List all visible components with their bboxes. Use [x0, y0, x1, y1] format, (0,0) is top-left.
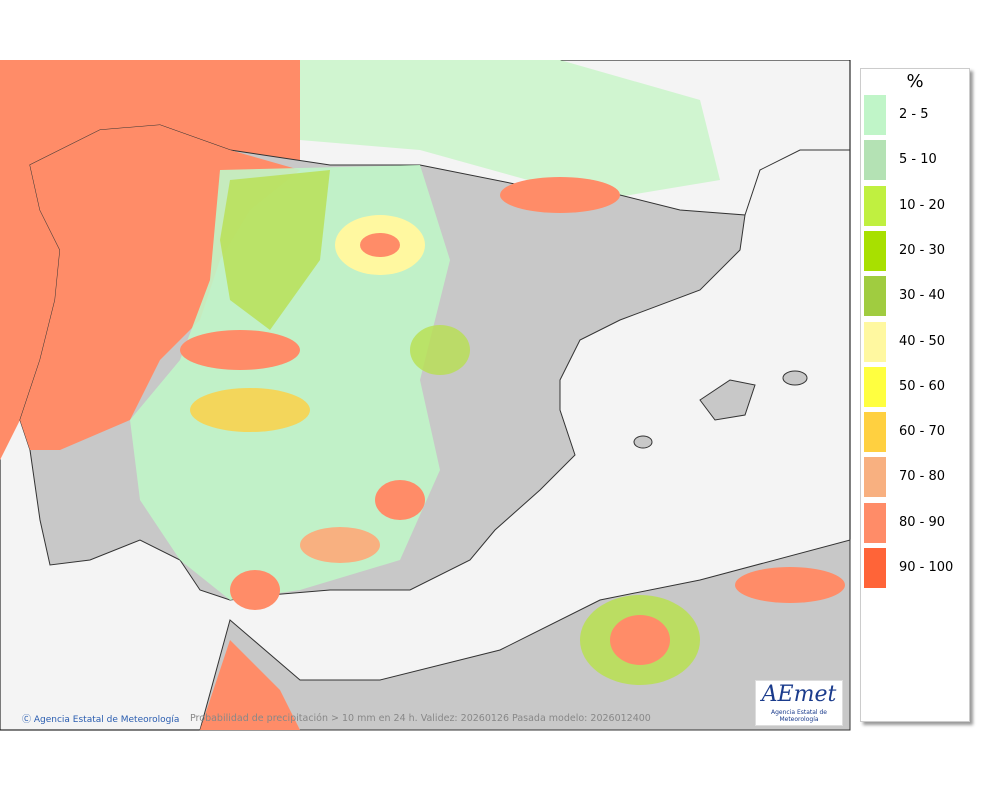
coastline — [744, 149, 850, 216]
precip-area — [410, 325, 470, 375]
precip-area — [360, 233, 400, 257]
logo-subtitle: Agencia Estatal de Meteorología — [770, 709, 827, 723]
map — [0, 60, 851, 731]
legend-swatch — [864, 95, 886, 135]
legend-label: 70 - 80 — [899, 469, 946, 485]
precip-area — [200, 640, 300, 730]
precip-area — [500, 177, 620, 213]
legend-item: 10 - 20 — [864, 185, 968, 226]
precip-area — [300, 527, 380, 563]
legend-item: 90 - 100 — [864, 548, 968, 588]
precip-area — [230, 570, 280, 610]
legend-label: 10 - 20 — [899, 197, 946, 213]
legend-swatch — [864, 140, 886, 181]
legend-item: 20 - 30 — [864, 230, 968, 271]
legend-swatch — [864, 366, 886, 407]
legend-item: 40 - 50 — [864, 321, 968, 362]
island — [699, 379, 756, 421]
legend-item: 5 - 10 — [864, 140, 968, 181]
legend-label: 80 - 90 — [899, 514, 946, 530]
legend-item: 60 - 70 — [864, 412, 968, 453]
legend-label: 60 - 70 — [899, 424, 946, 440]
legend-label: 90 - 100 — [899, 560, 954, 575]
legend-swatch — [864, 230, 886, 271]
legend-item: 30 - 40 — [864, 276, 968, 317]
legend-label: 30 - 40 — [899, 288, 946, 304]
legend-item: 2 - 5 — [864, 95, 968, 135]
legend: % 2 - 5 5 - 10 10 - 20 20 - 30 30 - 40 40 - 5… — [860, 68, 970, 722]
caption: Probabilidad de precipitación > 10 mm en… — [190, 713, 651, 724]
precip-area — [735, 567, 845, 603]
precip-area — [300, 60, 720, 200]
legend-swatch — [864, 457, 886, 498]
legend-label: 2 - 5 — [899, 107, 929, 122]
legend-item: 80 - 90 — [864, 502, 968, 543]
legend-label: 5 - 10 — [899, 152, 937, 168]
island — [782, 370, 808, 386]
legend-swatch — [864, 502, 886, 543]
legend-swatch — [864, 276, 886, 317]
precip-area — [375, 480, 425, 520]
island — [633, 435, 653, 449]
legend-label: 40 - 50 — [899, 333, 946, 349]
precip-area — [610, 615, 670, 665]
legend-item: 70 - 80 — [864, 457, 968, 498]
logo-text: AEmet — [761, 682, 837, 707]
legend-swatch — [864, 321, 886, 362]
legend-swatch — [864, 548, 886, 588]
precip-area — [220, 170, 330, 330]
legend-swatch — [864, 185, 886, 226]
legend-title: % — [906, 71, 924, 92]
legend-label: 50 - 60 — [899, 378, 946, 394]
map-layers — [0, 60, 851, 731]
precip-area — [180, 330, 300, 370]
africa — [199, 539, 851, 731]
precip-area — [190, 388, 310, 432]
legend-item: 50 - 60 — [864, 366, 968, 407]
logo: AEmet Agencia Estatal de Meteorología — [755, 680, 843, 726]
legend-swatch — [864, 412, 886, 453]
legend-label: 20 - 30 — [899, 242, 946, 258]
credit: Ⓒ Agencia Estatal de Meteorología — [22, 715, 180, 725]
